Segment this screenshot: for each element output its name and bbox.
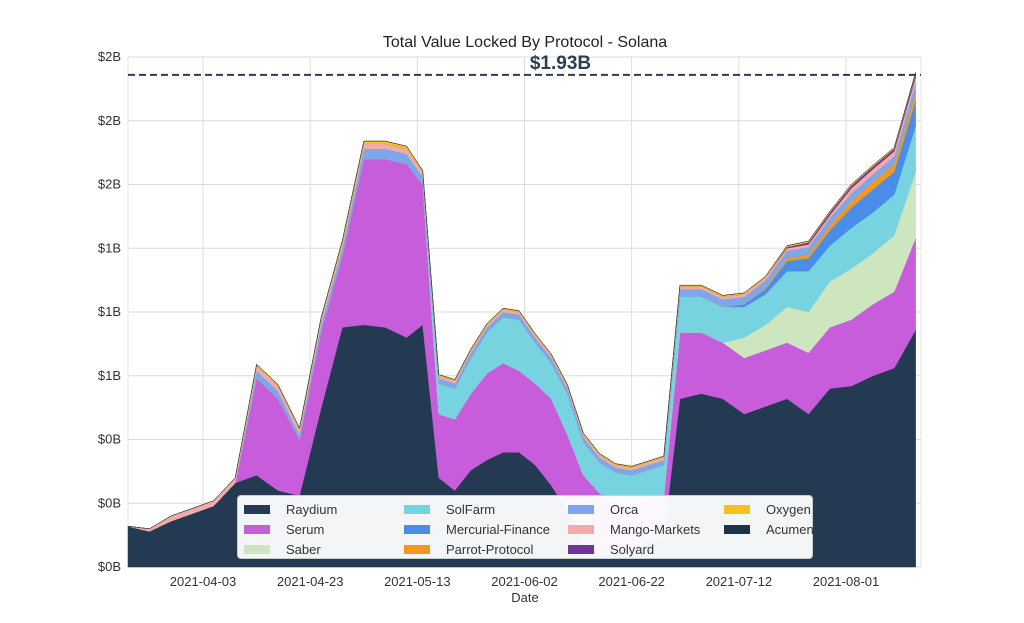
legend-swatch	[244, 544, 270, 554]
legend-label: Parrot-Protocol	[446, 541, 534, 557]
y-tick-label: $0B	[98, 432, 121, 447]
legend-swatch	[568, 504, 594, 514]
y-tick-label: $2B	[98, 49, 121, 64]
y-tick-label: $2B	[98, 113, 121, 128]
y-tick-label: $1B	[98, 240, 121, 255]
legend-item-mercurial-finance: Mercurial-Finance	[404, 519, 568, 539]
x-tick-label: 2021-04-03	[170, 574, 237, 589]
x-axis-ticks: 2021-04-03 2021-04-23 2021-05-13 2021-06-02…	[170, 574, 879, 589]
x-tick-label: 2021-06-02	[491, 574, 558, 589]
legend-swatch	[724, 524, 750, 534]
legend-label: Acumen	[766, 521, 814, 537]
legend-item-acumen: Acumen	[724, 519, 814, 539]
y-tick-label: $2B	[98, 177, 121, 192]
legend-swatch	[724, 504, 750, 514]
legend-label: Orca	[610, 501, 639, 517]
y-tick-label: $0B	[98, 559, 121, 574]
legend-item-mango-markets: Mango-Markets	[568, 519, 724, 539]
x-tick-label: 2021-04-23	[277, 574, 344, 589]
legend-label: Solyard	[610, 541, 655, 557]
legend-item-orca: Orca	[568, 499, 724, 519]
legend-swatch	[568, 524, 594, 534]
y-tick-label: $0B	[98, 495, 121, 510]
legend-item-solyard: Solyard	[568, 539, 724, 559]
y-axis-ticks: $0B $0B $0B $1B $1B $1B $2B $2B $2B	[98, 49, 121, 574]
x-tick-label: 2021-07-12	[706, 574, 773, 589]
legend-label: SolFarm	[446, 501, 496, 517]
legend-label: Mango-Markets	[610, 521, 701, 537]
x-tick-label: 2021-05-13	[384, 574, 451, 589]
legend-swatch	[244, 524, 270, 534]
total-tvl-annotation: $1.93B	[530, 53, 591, 74]
chart-title: Total Value Locked By Protocol - Solana	[383, 34, 667, 51]
y-tick-label: $1B	[98, 304, 121, 319]
legend-swatch	[404, 544, 430, 554]
legend-swatch	[568, 544, 594, 554]
legend-label: Saber	[286, 541, 321, 557]
legend-swatch	[404, 504, 430, 514]
legend-item-oxygen: Oxygen	[724, 499, 814, 519]
legend-item-saber: Saber	[244, 539, 404, 559]
legend-item-solfarm: SolFarm	[404, 499, 568, 519]
chart-legend: Raydium Serum Saber SolFarm Mercurial-Financ…	[237, 495, 814, 559]
legend-item-parrot-protocol: Parrot-Protocol	[404, 539, 568, 559]
legend-item-serum: Serum	[244, 519, 404, 539]
legend-label: Serum	[286, 521, 325, 537]
x-tick-label: 2021-08-01	[813, 574, 880, 589]
legend-swatch	[404, 524, 430, 534]
x-axis-label: Date	[511, 590, 538, 605]
legend-swatch	[244, 504, 270, 514]
y-tick-label: $1B	[98, 368, 121, 383]
legend-item-raydium: Raydium	[244, 499, 404, 519]
area-acumen	[127, 72, 916, 530]
x-tick-label: 2021-06-22	[598, 574, 665, 589]
legend-label: Raydium	[286, 501, 338, 517]
legend-label: Oxygen	[766, 501, 811, 517]
legend-label: Mercurial-Finance	[446, 521, 551, 537]
